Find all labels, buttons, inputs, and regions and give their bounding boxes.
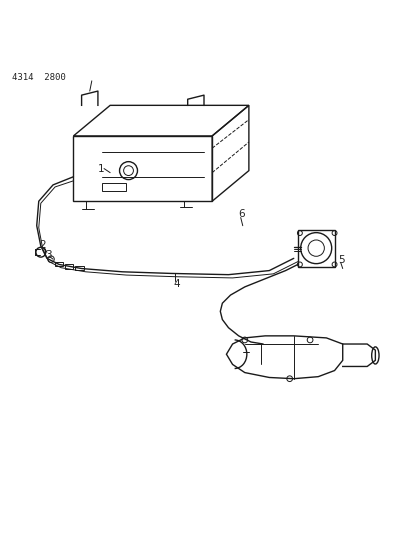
Text: 2: 2 [39,240,45,251]
Text: 4314  2800: 4314 2800 [12,72,66,82]
Text: 5: 5 [339,255,345,264]
Text: 6: 6 [239,209,245,219]
Text: 3: 3 [45,251,51,261]
Text: 4: 4 [173,279,180,289]
Text: 1: 1 [98,164,104,174]
